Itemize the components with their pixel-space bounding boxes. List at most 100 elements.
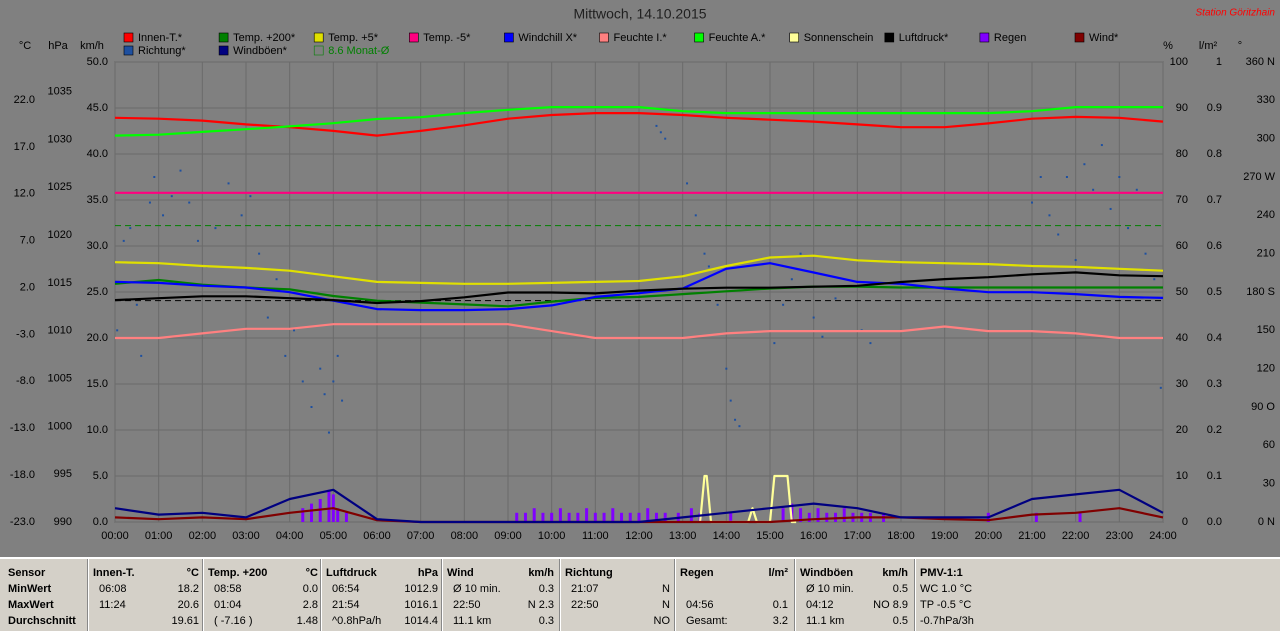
rain-bar (1034, 512, 1038, 522)
direction-dot (725, 367, 728, 370)
y-tick-label: 240 (1257, 209, 1275, 221)
y-tick-label: 90 O (1251, 401, 1275, 413)
direction-dot (799, 252, 802, 255)
cell: 0.0 (302, 583, 318, 595)
cell: 0.1 (772, 599, 788, 611)
y-tick-label: 0.2 (1207, 424, 1222, 436)
cell: 0.5 (892, 583, 908, 595)
direction-dot (1065, 176, 1068, 178)
y-tick-label: 50 (1176, 286, 1188, 298)
rain-bar (646, 508, 650, 522)
x-tick-label: 07:00 (407, 530, 435, 542)
x-tick-label: 22:00 (1062, 530, 1090, 542)
legend-swatch (123, 45, 134, 56)
cell: 11:24 (99, 599, 126, 611)
column-unit: °C (305, 567, 318, 579)
direction-dot (834, 297, 837, 300)
y-tick-label: 30 (1263, 478, 1275, 490)
direction-dot (729, 399, 732, 402)
legend-label: Sonnenschein (804, 32, 874, 44)
column-unit: °C (186, 567, 199, 579)
direction-dot (1135, 188, 1138, 191)
column-separator (202, 559, 204, 631)
cell: ^0.8hPa/h (332, 615, 382, 627)
x-tick-label: 20:00 (975, 530, 1003, 542)
direction-dot (319, 367, 322, 370)
legend-swatch (313, 32, 324, 43)
y-tick-label: 0.8 (1207, 148, 1222, 160)
direction-dot (1092, 188, 1095, 191)
y-tick-label: 90 (1176, 102, 1188, 114)
cell: ( -7.16 ) (214, 615, 253, 627)
y-tick-label: 5.0 (93, 470, 108, 482)
rain-bar (567, 512, 571, 522)
x-tick-label: 01:00 (145, 530, 173, 542)
legend-label: Temp. -5* (423, 32, 471, 44)
legend-swatch (789, 32, 800, 43)
column-unit: l/m² (768, 567, 788, 579)
y-tick-label: 1 (1216, 56, 1222, 68)
legend-label: Luftdruck* (899, 32, 949, 44)
column-separator (320, 559, 322, 631)
rain-bar (842, 508, 846, 522)
cell: N (662, 599, 670, 611)
direction-dot (196, 239, 199, 242)
legend-swatch (694, 32, 704, 43)
column-title: Wind (447, 567, 474, 579)
y-tick-label: -13.0 (10, 422, 35, 434)
direction-dot (1118, 176, 1121, 178)
y-tick-label: 7.0 (20, 235, 35, 247)
direction-dot (812, 316, 815, 319)
cell: Ø 10 min. (806, 583, 854, 595)
y-tick-label: 35.0 (87, 194, 108, 206)
legend-swatch (504, 32, 514, 43)
x-tick-label: 14:00 (713, 530, 741, 542)
rain-bar (301, 508, 305, 522)
axis-unit: ° (1238, 40, 1242, 52)
direction-dot (249, 195, 252, 198)
y-tick-label: 0.5 (1207, 286, 1222, 298)
axis-unit: °C (19, 40, 31, 52)
direction-dot (148, 201, 151, 204)
cell: Gesamt: (686, 615, 728, 627)
rain-bar (593, 512, 597, 522)
direction-dot (655, 124, 658, 127)
direction-dot (664, 137, 667, 140)
direction-dot (266, 316, 269, 319)
station: Station Göritzhain (1196, 8, 1276, 19)
legend-swatch (313, 45, 324, 56)
y-tick-label: 25.0 (87, 286, 108, 298)
y-tick-label: 17.0 (14, 141, 35, 153)
rain-bar (576, 512, 580, 522)
series-line (114, 254, 1164, 285)
cell: 21:07 (571, 583, 599, 595)
legend-label: Temp. +5* (328, 32, 379, 44)
rain-bar (327, 489, 331, 522)
rain-bar (558, 508, 562, 522)
cell: TP -0.5 °C (920, 599, 972, 611)
legend-swatch (408, 32, 419, 43)
y-tick-label: 300 (1257, 133, 1275, 145)
y-tick-label: 20.0 (87, 332, 108, 344)
y-tick-label: 120 (1257, 363, 1275, 375)
cell: 2.8 (302, 599, 318, 611)
x-tick-label: 11:00 (582, 530, 609, 542)
row-label: MaxWert (8, 599, 54, 611)
y-tick-label: 2.0 (20, 281, 35, 293)
cell: 20.6 (177, 599, 199, 611)
direction-dot (122, 239, 125, 242)
direction-dot (1144, 252, 1147, 255)
cell: NO 8.9 (873, 599, 908, 611)
x-tick-label: 08:00 (451, 530, 479, 542)
chart: Mittwoch, 14.10.2015 Station Göritzhain … (10, 6, 1276, 542)
y-tick-label: 20 (1176, 424, 1188, 436)
y-tick-label: 180 S (1246, 286, 1275, 298)
direction-dot (135, 303, 138, 306)
x-tick-label: 18:00 (887, 530, 915, 542)
column-title: PMV-1:1 (920, 567, 963, 579)
cell: Ø 10 min. (453, 583, 501, 595)
legend-label: Richtung* (138, 45, 186, 57)
column-separator (87, 559, 89, 631)
column-separator (559, 559, 561, 631)
y-tick-label: 1000 (48, 420, 72, 432)
